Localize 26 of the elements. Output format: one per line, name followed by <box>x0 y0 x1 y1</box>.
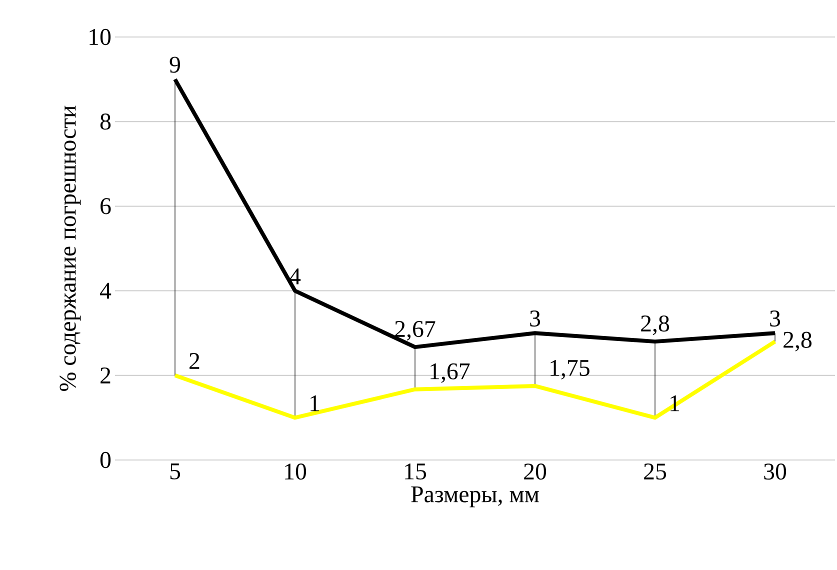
y-axis-title: % содержание погрешности <box>60 106 81 391</box>
data-label: 2,67 <box>395 321 436 341</box>
y-tick-label: 0 <box>100 452 111 468</box>
line-series <box>173 340 778 420</box>
y-tick-label: 10 <box>90 28 111 46</box>
x-tick-label: 30 <box>764 464 786 480</box>
data-label: 3 <box>770 310 780 327</box>
data-label: 1,75 <box>550 360 590 380</box>
x-tick-label: 15 <box>405 464 426 480</box>
y-tick-label: 4 <box>100 282 112 299</box>
data-label: 9 <box>170 56 180 73</box>
x-tick-label: 5 <box>170 464 180 480</box>
data-label: 1,67 <box>430 363 470 383</box>
x-axis-title: Размеры, мм <box>411 486 539 508</box>
data-label: 2 <box>190 353 200 369</box>
y-tick-label: 6 <box>100 198 111 214</box>
data-label: 3 <box>530 310 540 327</box>
y-tick-label: 2 <box>100 367 110 384</box>
data-label: 2,8 <box>641 315 670 336</box>
x-tick-label: 10 <box>285 464 306 480</box>
data-label: 1 <box>310 395 320 412</box>
x-tick-label: 25 <box>644 464 666 480</box>
data-label: 4 <box>289 268 301 284</box>
y-tick-label: 8 <box>100 114 111 130</box>
x-tick-label: 20 <box>524 464 546 480</box>
data-label: 2,8 <box>784 332 812 352</box>
